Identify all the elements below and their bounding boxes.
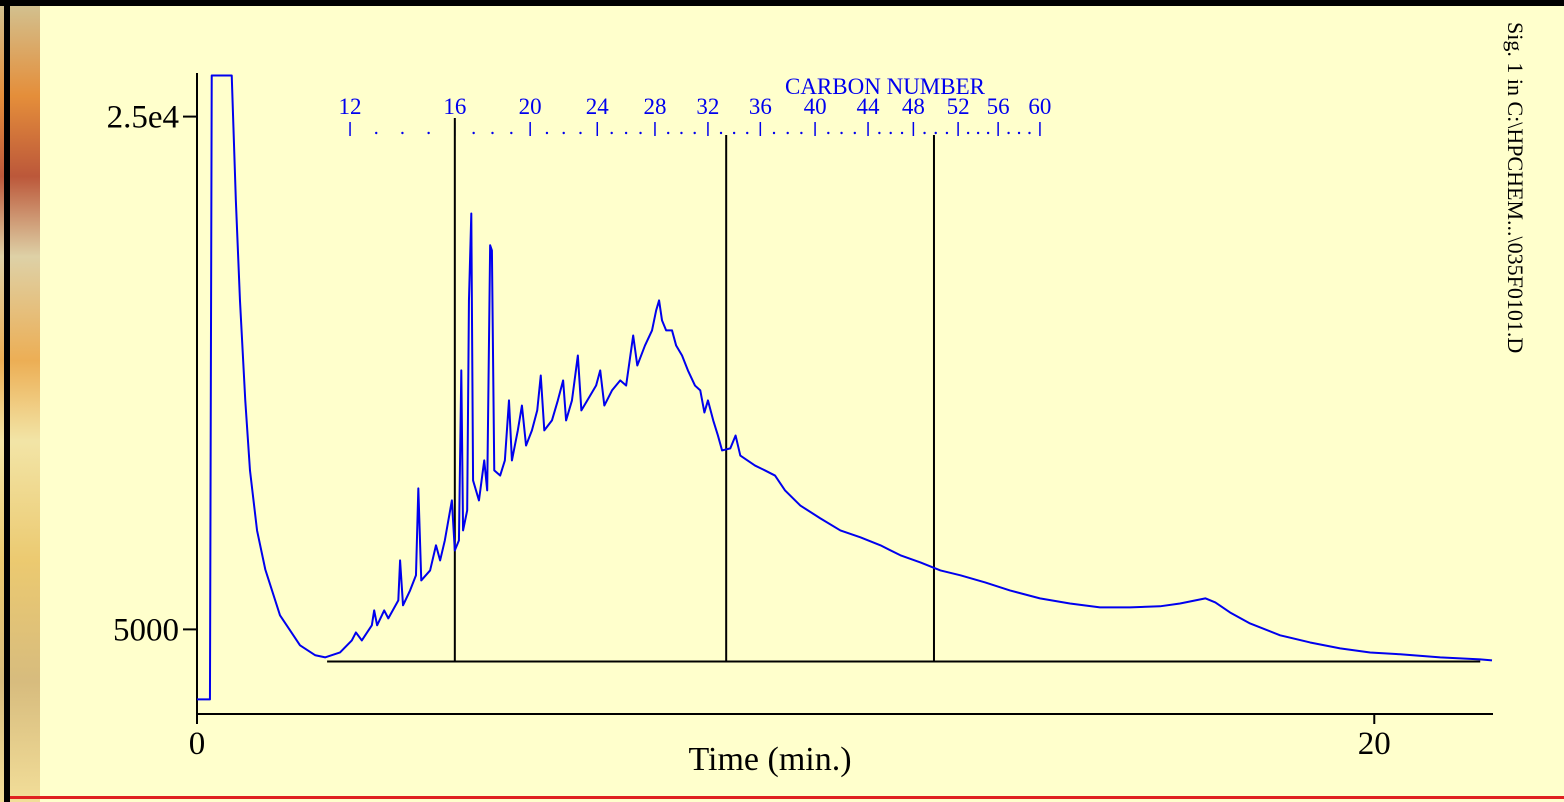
carbon-dot (562, 131, 565, 135)
carbon-label: 52 (947, 94, 970, 119)
carbon-label: 56 (987, 94, 1010, 119)
carbon-dot (900, 131, 904, 135)
x-tick-label: 20 (1358, 726, 1391, 762)
x-tick-label: 0 (189, 726, 206, 762)
carbon-label: 20 (519, 94, 542, 119)
carbon-dot (800, 131, 803, 135)
side-label: Sig. 1 in C:\HPCHEM...\035F0101.D (1503, 22, 1528, 353)
top-border (0, 0, 1564, 6)
carbon-label: 40 (804, 94, 827, 119)
carbon-label: 48 (902, 94, 925, 119)
carbon-dot (624, 131, 628, 135)
carbon-dot (945, 131, 949, 135)
carbon-dot (610, 131, 613, 135)
carbon-label: 32 (696, 94, 719, 119)
carbon-dot (986, 131, 990, 135)
carbon-dot (510, 131, 513, 135)
carbon-label: 36 (749, 94, 772, 119)
carbon-dot (639, 131, 642, 135)
carbon-dot (667, 131, 670, 135)
carbon-dot (1017, 131, 1021, 135)
carbon-dot (491, 131, 494, 135)
carbon-dot (966, 131, 970, 135)
carbon-dot (680, 131, 683, 135)
carbon-dot (840, 131, 843, 135)
carbon-label: 24 (586, 94, 610, 119)
carbon-title: CARBON NUMBER (785, 74, 986, 99)
carbon-dot (401, 131, 404, 135)
carbon-dot (1028, 131, 1031, 135)
carbon-dot (786, 131, 789, 135)
carbon-label: 44 (857, 94, 881, 119)
x-axis-label: Time (min.) (688, 741, 851, 778)
carbon-dot (746, 131, 749, 135)
carbon-dot (375, 131, 378, 135)
carbon-dot (878, 131, 881, 135)
carbon-dot (827, 131, 830, 135)
carbon-dot (889, 131, 892, 135)
carbon-dot (427, 131, 430, 135)
carbon-dot (772, 131, 776, 135)
carbon-dot (545, 131, 549, 135)
carbon-dot (579, 131, 582, 135)
carbon-dot (853, 131, 857, 135)
carbon-label: 60 (1028, 94, 1051, 119)
carbon-label: 28 (643, 94, 666, 119)
signal-line (197, 74, 1493, 701)
carbon-dot (472, 131, 475, 135)
carbon-dot (923, 131, 926, 135)
carbon-dot (732, 131, 736, 135)
carbon-dot (1007, 131, 1010, 135)
left-border (4, 0, 10, 802)
carbon-dot (719, 131, 723, 135)
carbon-dot (693, 131, 696, 135)
bottom-border (10, 796, 1564, 799)
carbon-dot (934, 131, 937, 135)
y-tick-label: 2.5e4 (107, 100, 179, 136)
carbon-label: 16 (443, 94, 466, 119)
carbon-label: 12 (339, 94, 362, 119)
y-tick-label: 5000 (113, 612, 179, 648)
carbon-dot (976, 131, 980, 135)
